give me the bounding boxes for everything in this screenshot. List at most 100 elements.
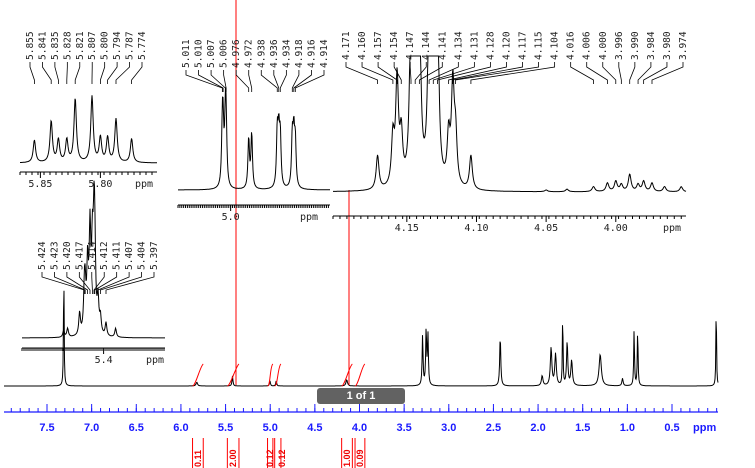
peak-label: 4.134	[453, 31, 464, 60]
x-tick-label: 7.5	[39, 422, 54, 434]
peak-leader-line	[29, 62, 35, 84]
peak-label: 4.144	[421, 31, 432, 60]
peak-label: 4.976	[231, 39, 242, 68]
peak-leader-line	[377, 62, 398, 84]
integral-value: 0.11	[193, 450, 203, 467]
peak-label: 5.424	[37, 241, 48, 270]
peak-label: 5.828	[62, 31, 73, 60]
peak-leader-line	[432, 62, 475, 84]
peak-leader-line	[437, 62, 491, 84]
x-tick-label: 5.5	[218, 422, 233, 434]
x-tick-label: 1.0	[620, 422, 635, 434]
peak-leader-line	[455, 62, 539, 84]
peak-label: 4.131	[469, 31, 480, 60]
integral-bracket-line	[267, 438, 274, 468]
peak-label: 5.404	[137, 241, 148, 270]
peak-leader-line	[185, 70, 223, 92]
peak-label: 4.934	[281, 39, 292, 68]
integral-bracket-line	[354, 438, 366, 468]
inset-axis-unit: ppm	[300, 212, 318, 223]
peak-leader-line	[393, 62, 402, 84]
inset-spectrum-d: 5.4 ppm 5.424 5.423 5.420 5.417 5.414 5.412 5.41…	[21, 180, 165, 366]
peak-label: 5.807	[87, 31, 98, 60]
peak-leader-line	[91, 272, 93, 294]
inset-tick-label: 5.85	[28, 179, 52, 190]
peak-label: 4.918	[294, 39, 305, 68]
inset-trace	[22, 180, 165, 339]
x-tick-label: 2.0	[530, 422, 545, 434]
peak-leader-line	[42, 62, 52, 84]
inset-trace	[20, 95, 157, 164]
peak-label: 5.855	[25, 31, 36, 60]
peak-label: 3.980	[662, 31, 673, 60]
peak-label: 5.006	[219, 39, 230, 68]
peak-label: 4.972	[244, 39, 255, 68]
peak-label: 4.117	[518, 31, 529, 60]
inset-axis-unit: ppm	[663, 223, 681, 234]
peak-label: 5.423	[49, 241, 60, 270]
integral-curve	[274, 363, 282, 387]
x-tick-label: 2.5	[486, 422, 501, 434]
peak-leader-line	[414, 62, 427, 84]
peak-leader-line	[260, 70, 278, 92]
peak-label: 5.800	[100, 31, 111, 60]
peak-leader-line	[235, 70, 250, 92]
integral-value: 0.09	[355, 449, 365, 467]
integral-bracket-line	[226, 438, 240, 468]
inset-trace	[178, 87, 330, 191]
inset-tick-label: 4.05	[534, 223, 558, 234]
peak-label: 5.794	[112, 31, 123, 60]
integral-bracket: 0.11	[192, 438, 204, 468]
inset-tick-label: 5.80	[88, 179, 112, 190]
integral-value: 0.12	[277, 449, 287, 467]
peak-label: 4.154	[389, 31, 400, 60]
integral-bracket-line	[341, 438, 353, 468]
peak-label: 4.006	[582, 31, 593, 60]
peak-label: 5.010	[194, 39, 205, 68]
peak-label: 4.916	[306, 39, 317, 68]
peak-label: 4.000	[598, 31, 609, 60]
peak-leader-line	[100, 272, 142, 294]
x-tick-label: 7.0	[84, 422, 99, 434]
x-tick-label: 4.0	[352, 422, 367, 434]
peak-label: 5.011	[181, 39, 192, 68]
inset-trace	[333, 55, 687, 193]
peak-label: 4.141	[437, 31, 448, 60]
peak-leader-line	[291, 70, 300, 92]
peak-leader-line	[448, 62, 507, 84]
peak-label: 3.984	[646, 31, 657, 60]
peak-label: 5.835	[50, 31, 61, 60]
peak-leader-line	[470, 62, 556, 84]
integral-bracket: 0.12	[274, 438, 287, 468]
page-indicator[interactable]: 1 of 1	[317, 388, 405, 404]
peak-label: 4.160	[357, 31, 368, 60]
peak-leader-line	[74, 62, 81, 84]
peak-leader-line	[637, 62, 652, 84]
peak-leader-line	[409, 62, 412, 84]
peak-label: 4.936	[269, 39, 280, 68]
peak-leader-line	[273, 70, 280, 92]
peak-label: 5.397	[149, 241, 160, 270]
peak-leader-line	[100, 62, 106, 84]
peak-leader-line	[294, 70, 325, 92]
inset-axis-unit: ppm	[146, 355, 164, 366]
peak-label: 4.128	[485, 31, 496, 60]
peak-leader-line	[107, 62, 118, 84]
peak-leader-line	[345, 62, 378, 84]
peak-leader-line	[602, 62, 617, 84]
peak-label: 5.774	[137, 31, 148, 60]
integral-bracket-line	[192, 438, 204, 468]
peak-leader-line	[248, 70, 253, 92]
peak-label: 3.996	[614, 31, 625, 60]
x-tick-label: 4.5	[307, 422, 322, 434]
peak-leader-line	[41, 272, 85, 294]
x-tick-label: 3.0	[441, 422, 456, 434]
integral-curve	[354, 363, 366, 387]
peak-leader-line	[452, 62, 523, 84]
peak-label: 5.007	[206, 39, 217, 68]
x-tick-label: 1.5	[575, 422, 590, 434]
inset-spectrum-c: 4.15 4.10 4.05 4.00 ppm 4.171 4.160 4.157 4.154 4…	[332, 31, 689, 234]
integral-bracket: 0.12	[265, 438, 275, 468]
peak-leader-line	[93, 272, 105, 294]
